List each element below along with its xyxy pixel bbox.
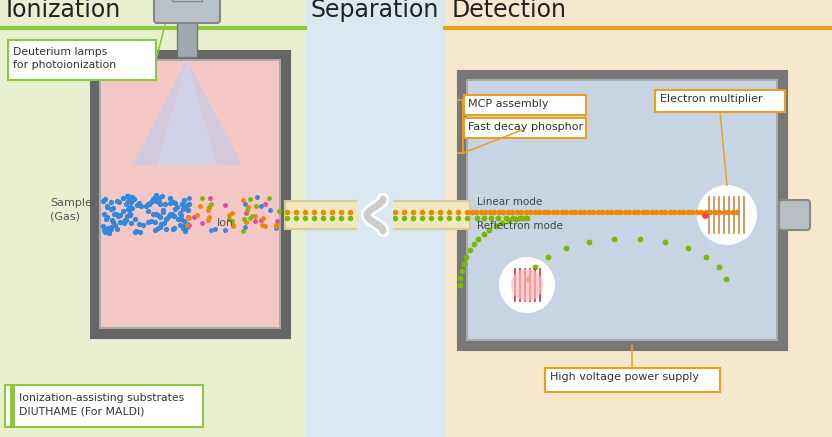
Text: Ionization: Ionization (6, 0, 121, 22)
Bar (100, 60, 280, 328)
Bar (462, 75, 782, 345)
Text: Ionization-assisting substrates
DIUTHAME (For MALDI): Ionization-assisting substrates DIUTHAME… (19, 393, 184, 417)
Bar (445, 0, 832, 437)
Text: Reflectron mode: Reflectron mode (477, 221, 563, 231)
Circle shape (511, 269, 543, 301)
Bar (357, 197, 393, 233)
Text: Separation: Separation (311, 0, 439, 22)
Bar (655, 90, 785, 112)
Text: Linear mode: Linear mode (477, 197, 542, 207)
Bar (467, 80, 777, 340)
Text: MCP assembly: MCP assembly (468, 99, 548, 109)
Bar (5, 385, 203, 427)
Bar (8, 40, 156, 80)
Text: Electron multiplier: Electron multiplier (660, 94, 763, 104)
Bar (172, 0, 202, 1)
FancyBboxPatch shape (154, 0, 220, 23)
Bar (0, 0, 305, 437)
Text: Sample
(Gas): Sample (Gas) (50, 198, 92, 222)
Text: Deuterium lamps
for photoionization: Deuterium lamps for photoionization (13, 47, 116, 70)
Bar (464, 95, 586, 115)
FancyBboxPatch shape (779, 200, 810, 230)
Circle shape (499, 257, 555, 313)
Text: Detection: Detection (452, 0, 567, 22)
Bar (285, 201, 470, 229)
Circle shape (697, 185, 757, 245)
Text: Ion: Ion (216, 218, 234, 228)
Bar (545, 368, 720, 392)
Polygon shape (132, 60, 242, 165)
Bar (95, 55, 285, 333)
Text: Fast decay phosphor: Fast decay phosphor (468, 122, 583, 132)
Bar (305, 0, 445, 437)
Bar (177, 17, 197, 57)
Polygon shape (157, 60, 217, 165)
Bar (464, 118, 586, 138)
Text: High voltage power supply: High voltage power supply (550, 372, 699, 382)
